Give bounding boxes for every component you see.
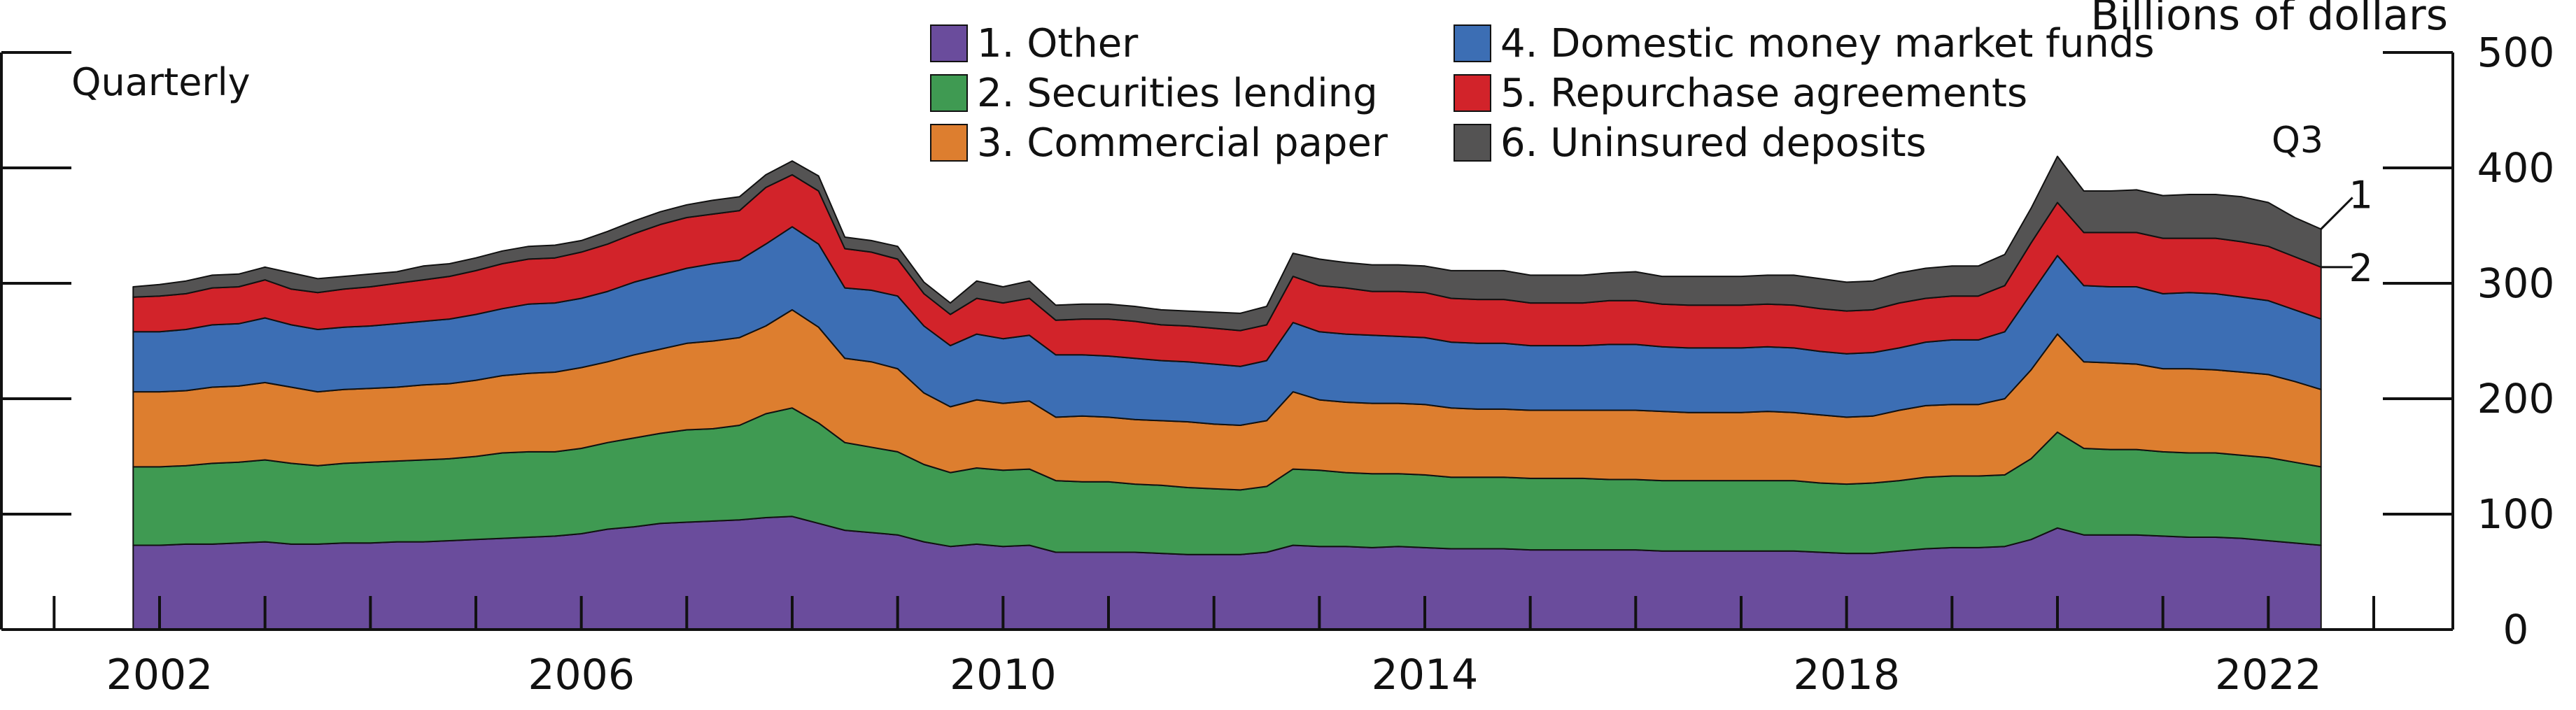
legend-swatch — [1454, 74, 1491, 112]
legend-label: 1. Other — [977, 21, 1139, 66]
x-tick-label: 2014 — [1372, 651, 1479, 700]
legend-label: 5. Repurchase agreements — [1500, 71, 2027, 116]
y-tick-label: 500 — [2477, 29, 2555, 76]
legend-label: 6. Uninsured deposits — [1500, 120, 1927, 166]
y-tick-label: 200 — [2477, 375, 2555, 423]
x-tick-label: 2010 — [950, 651, 1057, 700]
legend-swatch — [930, 74, 968, 112]
area-series-group — [132, 155, 2322, 630]
legend-label: 4. Domestic money market funds — [1500, 21, 2155, 66]
last-period-label: Q3 — [2272, 120, 2323, 162]
legend-swatch — [930, 124, 968, 162]
line-label-leader — [2320, 197, 2353, 230]
y-tick-label: 400 — [2477, 144, 2555, 192]
x-tick-label: 2018 — [1793, 651, 1900, 700]
y-axis-unit-label: Billions of dollars — [2090, 0, 2448, 40]
x-tick-label: 2002 — [106, 651, 213, 700]
y-tick-label: 300 — [2477, 260, 2555, 307]
line-label: 2 — [2349, 246, 2372, 290]
x-ticks-group: 2002 2006 2010 2014 2018 2022 — [52, 596, 2375, 700]
y-tick-label: 0 — [2503, 606, 2529, 653]
x-tick-label: 2022 — [2215, 651, 2322, 700]
legend-label: 3. Commercial paper — [977, 120, 1388, 166]
legend-swatch — [1454, 24, 1491, 62]
axes-group — [0, 52, 2454, 631]
line-label: 1 — [2349, 173, 2372, 217]
legend-swatch — [930, 24, 968, 62]
legend-swatch — [1454, 124, 1491, 162]
y-tick-label: 100 — [2477, 490, 2555, 538]
legend-label: 2. Securities lending — [977, 71, 1378, 116]
y-ticks-group: 0 100 200 300 400 500 — [1, 29, 2554, 653]
line-labels-group: 12 — [2320, 173, 2373, 290]
x-tick-label: 2006 — [528, 651, 635, 700]
frequency-label: Quarterly — [71, 60, 251, 104]
